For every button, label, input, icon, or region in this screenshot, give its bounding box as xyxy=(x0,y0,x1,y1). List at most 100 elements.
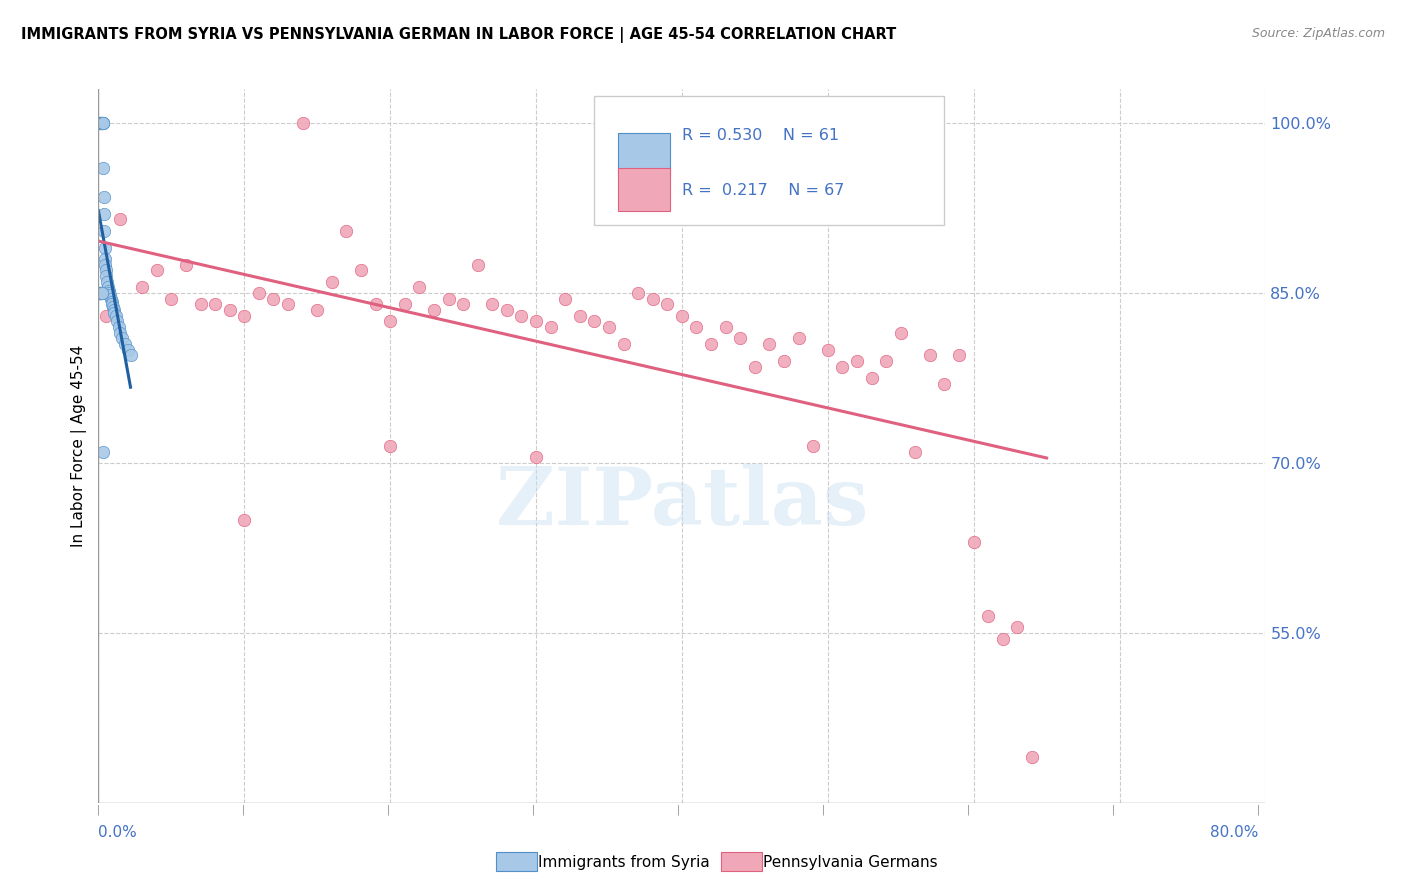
Point xyxy=(120,348,142,362)
Point xyxy=(394,297,416,311)
Text: 80.0%: 80.0% xyxy=(1211,825,1258,840)
Point xyxy=(714,320,737,334)
Point xyxy=(627,286,650,301)
Point xyxy=(657,297,679,311)
Point xyxy=(96,275,118,289)
Point xyxy=(89,286,111,301)
Point xyxy=(90,286,112,301)
Point xyxy=(218,303,240,318)
Point xyxy=(510,309,533,323)
Point xyxy=(91,286,114,301)
Point xyxy=(787,331,810,345)
Point xyxy=(307,303,329,318)
Point xyxy=(524,314,547,328)
Text: |: | xyxy=(531,805,536,815)
Text: ZIPatlas: ZIPatlas xyxy=(496,464,868,542)
Point xyxy=(131,280,153,294)
Point xyxy=(89,286,111,301)
Point xyxy=(90,286,112,301)
Point xyxy=(94,258,117,272)
Text: |: | xyxy=(387,805,389,815)
Point xyxy=(101,297,124,311)
Point xyxy=(89,286,111,301)
Text: |: | xyxy=(242,805,245,815)
Point xyxy=(110,212,132,227)
Point xyxy=(93,224,115,238)
Point xyxy=(96,269,118,284)
Y-axis label: In Labor Force | Age 45-54: In Labor Force | Age 45-54 xyxy=(72,345,87,547)
Point xyxy=(174,258,197,272)
Point xyxy=(321,275,343,289)
FancyBboxPatch shape xyxy=(595,96,945,225)
Point xyxy=(97,284,120,298)
Point xyxy=(1021,750,1043,764)
Point xyxy=(744,359,766,374)
Point xyxy=(91,116,114,130)
Point xyxy=(423,303,446,318)
Point xyxy=(103,306,125,320)
Point xyxy=(875,354,897,368)
Text: |: | xyxy=(821,805,825,815)
Text: 0.0%: 0.0% xyxy=(98,825,138,840)
Point xyxy=(962,535,984,549)
Point xyxy=(758,337,780,351)
Point xyxy=(583,314,606,328)
Point xyxy=(977,608,1000,623)
Point xyxy=(100,295,122,310)
Point xyxy=(94,263,117,277)
Point xyxy=(291,116,314,130)
Point xyxy=(204,297,226,311)
Point xyxy=(524,450,547,465)
Point xyxy=(114,337,136,351)
Point xyxy=(108,320,131,334)
Point xyxy=(277,297,299,311)
Point xyxy=(613,337,636,351)
Point xyxy=(831,359,853,374)
Text: Pennsylvania Germans: Pennsylvania Germans xyxy=(763,855,938,870)
Point xyxy=(437,292,460,306)
Text: R =  0.217    N = 67: R = 0.217 N = 67 xyxy=(682,183,844,198)
Point xyxy=(98,288,121,302)
Point xyxy=(89,286,111,301)
Point xyxy=(90,286,112,301)
Point xyxy=(685,320,707,334)
Point xyxy=(91,116,114,130)
Point xyxy=(89,286,111,301)
Point xyxy=(247,286,270,301)
Point xyxy=(89,286,111,301)
Point xyxy=(481,297,503,311)
Point xyxy=(103,303,125,318)
Point xyxy=(90,286,112,301)
Point xyxy=(94,252,117,266)
Point xyxy=(846,354,869,368)
Text: Source: ZipAtlas.com: Source: ZipAtlas.com xyxy=(1251,27,1385,40)
Point xyxy=(90,116,112,130)
Point xyxy=(89,116,111,130)
Point xyxy=(100,292,122,306)
Point xyxy=(105,314,128,328)
Point xyxy=(540,320,562,334)
Point xyxy=(598,320,620,334)
Point xyxy=(890,326,912,340)
Point xyxy=(773,354,796,368)
Point xyxy=(948,348,970,362)
Point xyxy=(380,314,402,328)
Point xyxy=(104,309,127,323)
Point xyxy=(89,116,111,130)
Point xyxy=(98,286,121,301)
Text: |: | xyxy=(1257,805,1260,815)
Point xyxy=(93,241,115,255)
Point xyxy=(1007,620,1029,634)
Point xyxy=(801,439,824,453)
Point xyxy=(93,190,115,204)
Text: Immigrants from Syria: Immigrants from Syria xyxy=(538,855,710,870)
Point xyxy=(91,116,114,130)
Point xyxy=(90,116,112,130)
Point xyxy=(233,309,256,323)
Point xyxy=(90,286,112,301)
Point xyxy=(89,116,111,130)
FancyBboxPatch shape xyxy=(617,169,671,211)
Point xyxy=(934,376,956,391)
Point xyxy=(817,343,839,357)
Point xyxy=(467,258,489,272)
